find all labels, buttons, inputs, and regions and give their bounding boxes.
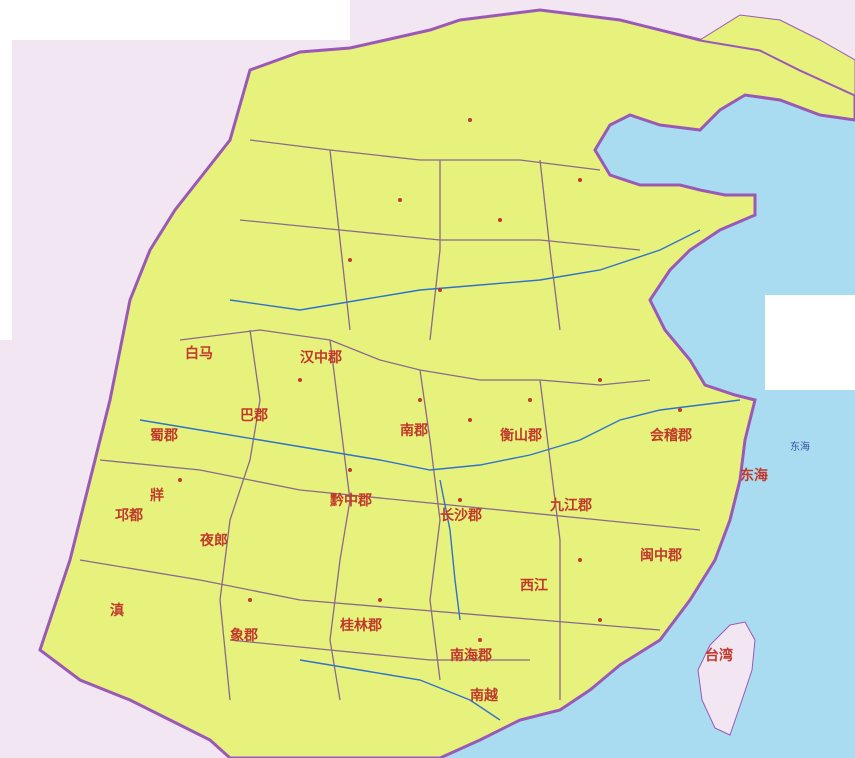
qin-territory (38, 8, 855, 758)
outer-land-southwest (0, 650, 230, 758)
rivers (139, 229, 741, 721)
outer-land-west (0, 0, 855, 660)
label-jiujiang: 九江郡 (549, 497, 592, 514)
province-borders (79, 139, 701, 701)
label-xiang: 象郡 (230, 627, 258, 644)
sea-label: 东海 (790, 440, 810, 453)
label-guilin: 桂林郡 (339, 617, 382, 634)
blank-left (0, 0, 12, 340)
liaodong-coast (698, 14, 855, 96)
label-hengshan: 衡山郡 (500, 427, 542, 444)
label-dian: 滇 (110, 602, 124, 619)
label-bama: 白马 (185, 345, 213, 362)
label-changsha: 长沙郡 (440, 507, 482, 524)
label-qian: 黔中郡 (330, 492, 372, 509)
label-xijiang: 西江 (520, 577, 548, 594)
label-shu: 蜀郡 (150, 428, 178, 444)
label-donghai: 东海 (740, 467, 768, 484)
blank-top-left (0, 0, 350, 40)
city-dots (178, 118, 682, 642)
label-nanjun: 南郡 (400, 422, 428, 439)
label-taiwan: 台湾 (705, 647, 733, 664)
label-ba: 巴郡 (240, 408, 268, 424)
taiwan-island (697, 621, 756, 736)
label-minzhong: 闽中郡 (640, 547, 682, 564)
blank-right (765, 295, 855, 390)
label-kuaiji: 会稽郡 (650, 427, 692, 444)
label-qiong: 邛都 (115, 508, 143, 524)
label-nanhai: 南海郡 (450, 647, 492, 664)
label-zang: 牂 (150, 487, 164, 504)
commandery-labels: 汉中郡 白马 巴郡 蜀郡 黔中郡 长沙郡 南郡 衡山郡 九江郡 会稽郡 闽中郡 … (110, 345, 768, 704)
label-yelang: 夜郎 (199, 532, 228, 549)
label-nanyue: 南越 (470, 687, 499, 704)
label-hanzhong: 汉中郡 (300, 349, 342, 366)
